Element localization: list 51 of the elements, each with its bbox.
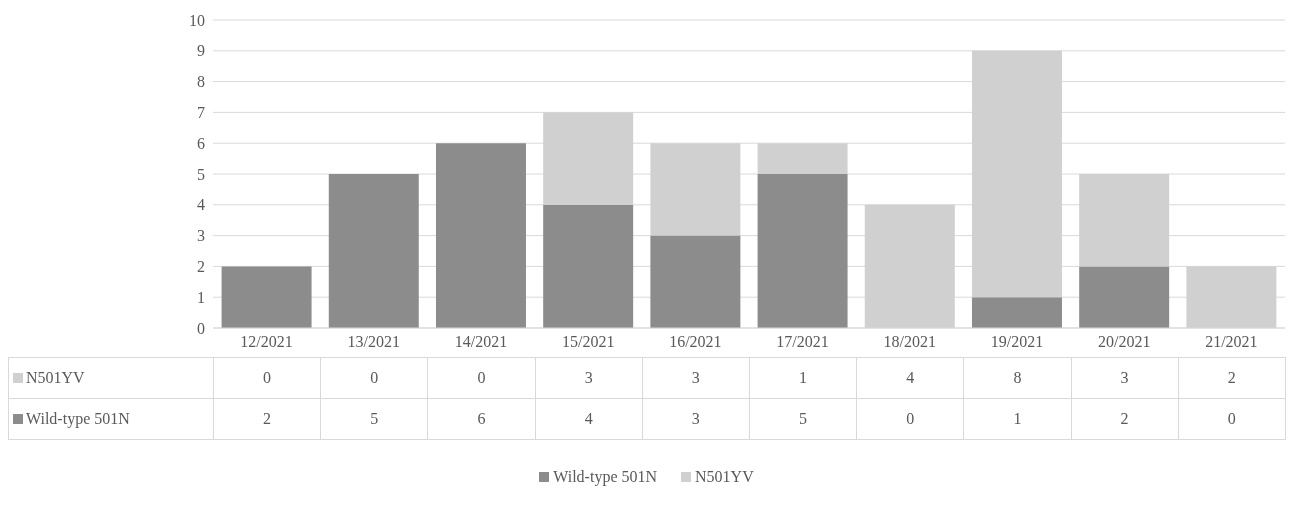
data-label: 5 xyxy=(749,398,857,440)
x-tick-label: 18/2021 xyxy=(883,333,937,351)
data-label: 6 xyxy=(427,398,536,440)
data-label: 0 xyxy=(856,398,964,440)
data-label: 1 xyxy=(749,357,857,399)
x-tick-label: 15/2021 xyxy=(561,333,615,351)
y-tick-label: 9 xyxy=(197,42,205,60)
y-tick-label: 7 xyxy=(197,104,205,122)
bar xyxy=(543,204,634,328)
y-tick-label: 8 xyxy=(197,73,205,91)
x-tick-label: 21/2021 xyxy=(1205,333,1258,351)
bar xyxy=(221,266,312,328)
data-label: 0 xyxy=(427,357,536,399)
data-label: 2 xyxy=(1071,398,1179,440)
bar xyxy=(650,235,741,328)
y-tick-label: 0 xyxy=(197,319,205,337)
x-tick-label: 16/2021 xyxy=(669,333,722,351)
y-tick-label: 4 xyxy=(197,196,205,214)
data-label: 8 xyxy=(963,357,1071,399)
x-tick-label: 19/2021 xyxy=(990,333,1044,351)
data-label: 5 xyxy=(320,398,428,440)
x-tick-label: 14/2021 xyxy=(454,333,508,351)
text: Wild-type 501N xyxy=(553,468,658,485)
y-tick-label: 10 xyxy=(189,11,205,29)
data-label: 4 xyxy=(856,357,964,399)
data-label: 3 xyxy=(535,357,643,399)
x-tick-label: 12/2021 xyxy=(240,333,293,351)
y-tick-label: 2 xyxy=(197,258,205,276)
data-label: 3 xyxy=(642,357,750,399)
x-tick-label: 17/2021 xyxy=(776,333,829,351)
y-tick-label: 6 xyxy=(197,134,205,152)
y-tick-label: 5 xyxy=(197,165,205,183)
data-label: 3 xyxy=(642,398,750,440)
bar xyxy=(328,174,419,328)
legend-label: Wild-type 501N xyxy=(8,398,214,440)
data-label: 3 xyxy=(1071,357,1179,399)
y-tick-label: 1 xyxy=(197,288,205,306)
data-label: 0 xyxy=(1178,398,1286,440)
bar xyxy=(971,297,1062,328)
data-label: 0 xyxy=(320,357,428,399)
y-tick-label: 3 xyxy=(197,227,205,245)
data-label: 2 xyxy=(1178,357,1286,399)
x-tick-label: 13/2021 xyxy=(347,333,401,351)
bar xyxy=(1079,266,1170,328)
x-tick-label: 20/2021 xyxy=(1097,333,1151,351)
text: N501YV xyxy=(26,369,85,386)
legend-label: N501YV xyxy=(694,468,754,486)
bar xyxy=(435,143,526,328)
bar xyxy=(757,174,848,328)
data-label: 1 xyxy=(963,398,1071,440)
data-label: 4 xyxy=(535,398,643,440)
